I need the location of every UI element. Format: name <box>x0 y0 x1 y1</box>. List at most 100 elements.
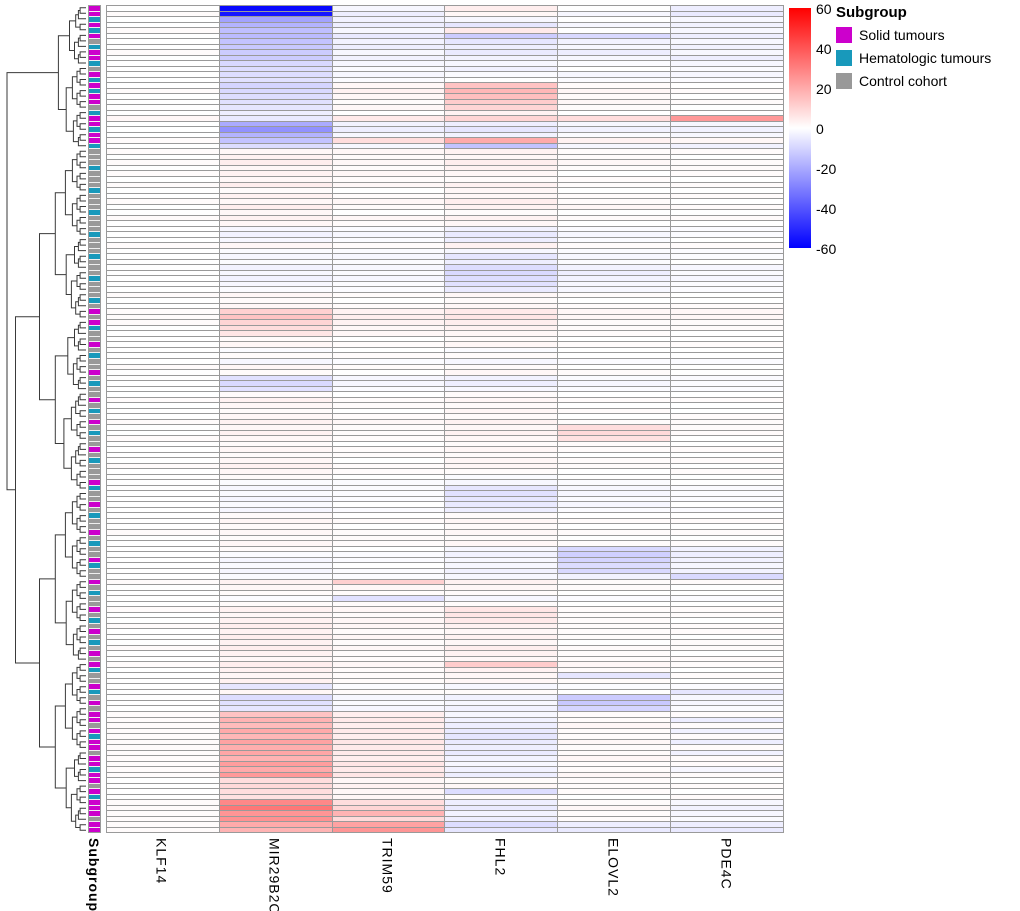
heatmap-cell <box>558 210 672 215</box>
subgroup-annotation-cell <box>89 678 100 685</box>
subgroup-annotation-cell <box>89 88 100 95</box>
heatmap-cell <box>671 210 783 215</box>
subgroup-annotation-cell <box>89 237 100 244</box>
heatmap-cell <box>107 160 220 165</box>
heatmap-cell <box>107 121 220 127</box>
heatmap-cell <box>219 662 333 667</box>
legend-item: Control cohort <box>836 73 991 89</box>
heatmap-cell <box>671 689 783 695</box>
heatmap-cell <box>107 116 220 121</box>
heatmap-row <box>107 50 783 56</box>
heatmap-cell <box>671 662 783 667</box>
heatmap-cell <box>107 331 220 336</box>
heatmap-row <box>107 199 783 205</box>
heatmap-cell <box>671 121 783 127</box>
heatmap-cell <box>558 430 672 436</box>
heatmap-cell <box>219 243 333 248</box>
heatmap-cell <box>558 745 672 750</box>
subgroup-annotation-cell <box>89 215 100 222</box>
heatmap-cell <box>332 723 446 728</box>
heatmap-cell <box>219 303 333 309</box>
heatmap-cell <box>445 485 559 491</box>
heatmap-cell <box>445 66 559 72</box>
heatmap-cell <box>219 375 333 381</box>
heatmap-cell <box>219 28 333 33</box>
heatmap-cell <box>107 601 220 607</box>
subgroup-annotation-cell <box>89 513 100 519</box>
heatmap-cell <box>671 458 783 463</box>
heatmap-cell <box>671 105 783 110</box>
heatmap-cell <box>445 392 559 397</box>
heatmap-cell <box>107 347 220 353</box>
heatmap-cell <box>219 678 333 684</box>
heatmap-cell <box>107 392 220 397</box>
heatmap-cell <box>445 739 559 745</box>
heatmap-cell <box>332 805 446 811</box>
heatmap-cell <box>671 706 783 711</box>
heatmap-row <box>107 17 783 23</box>
heatmap-cell <box>332 232 446 237</box>
heatmap-cell <box>558 292 672 298</box>
heatmap-cell <box>107 535 220 541</box>
heatmap-cell <box>219 381 333 386</box>
legend-item: Solid tumours <box>836 27 991 43</box>
heatmap-cell <box>332 678 446 684</box>
subgroup-annotation-cell <box>89 28 100 34</box>
heatmap-cell <box>332 574 446 579</box>
subgroup-annotation-cell <box>89 656 100 663</box>
heatmap-cell <box>558 320 672 325</box>
heatmap-cell <box>558 695 672 700</box>
heatmap-cell <box>219 94 333 99</box>
subgroup-annotation-cell <box>89 232 100 238</box>
heatmap-cell <box>107 734 220 739</box>
heatmap-row <box>107 557 783 564</box>
heatmap-cell <box>558 789 672 794</box>
heatmap-cell <box>671 778 783 783</box>
heatmap-row <box>107 39 783 45</box>
heatmap-cell <box>332 105 446 110</box>
heatmap-cell <box>219 474 333 480</box>
heatmap-row <box>107 270 783 277</box>
heatmap-cell <box>445 138 559 143</box>
heatmap-cell <box>332 634 446 640</box>
heatmap-cell <box>445 678 559 684</box>
heatmap-cell <box>332 193 446 199</box>
heatmap-row <box>107 204 783 211</box>
heatmap-cell <box>107 88 220 94</box>
heatmap-cell <box>445 805 559 811</box>
heatmap-cell <box>671 805 783 811</box>
heatmap-cell <box>219 143 333 149</box>
heatmap-row <box>107 353 783 359</box>
heatmap-cell <box>332 546 446 552</box>
subgroup-annotation-cell <box>89 359 100 365</box>
legend-items: Solid tumours Hematologic tumours Control … <box>836 27 991 89</box>
heatmap-cell <box>445 221 559 226</box>
heatmap-cell <box>671 612 783 618</box>
heatmap-cell <box>558 353 672 358</box>
heatmap-cell <box>445 541 559 546</box>
heatmap-cell <box>107 717 220 723</box>
heatmap-cell <box>558 243 672 248</box>
heatmap-cell <box>332 827 446 833</box>
heatmap-cell <box>558 469 672 474</box>
heatmap-cell <box>107 662 220 667</box>
heatmap-cell <box>219 761 333 767</box>
heatmap-cell <box>107 370 220 375</box>
heatmap-cell <box>558 772 672 778</box>
subgroup-annotation-cell <box>89 535 100 542</box>
subgroup-annotation-cell <box>89 44 100 51</box>
heatmap-cell <box>332 370 446 375</box>
heatmap-row <box>107 816 783 823</box>
heatmap-cell <box>332 309 446 314</box>
heatmap-row <box>107 568 783 575</box>
subgroup-annotation-cell <box>89 149 100 155</box>
heatmap-cell <box>671 353 783 358</box>
heatmap-cell <box>107 254 220 259</box>
heatmap-cell <box>219 204 333 210</box>
heatmap-row <box>107 94 783 100</box>
heatmap-cell <box>107 623 220 629</box>
heatmap-cell <box>219 546 333 552</box>
heatmap-cell <box>671 370 783 375</box>
heatmap-row <box>107 221 783 227</box>
heatmap-cell <box>671 281 783 287</box>
